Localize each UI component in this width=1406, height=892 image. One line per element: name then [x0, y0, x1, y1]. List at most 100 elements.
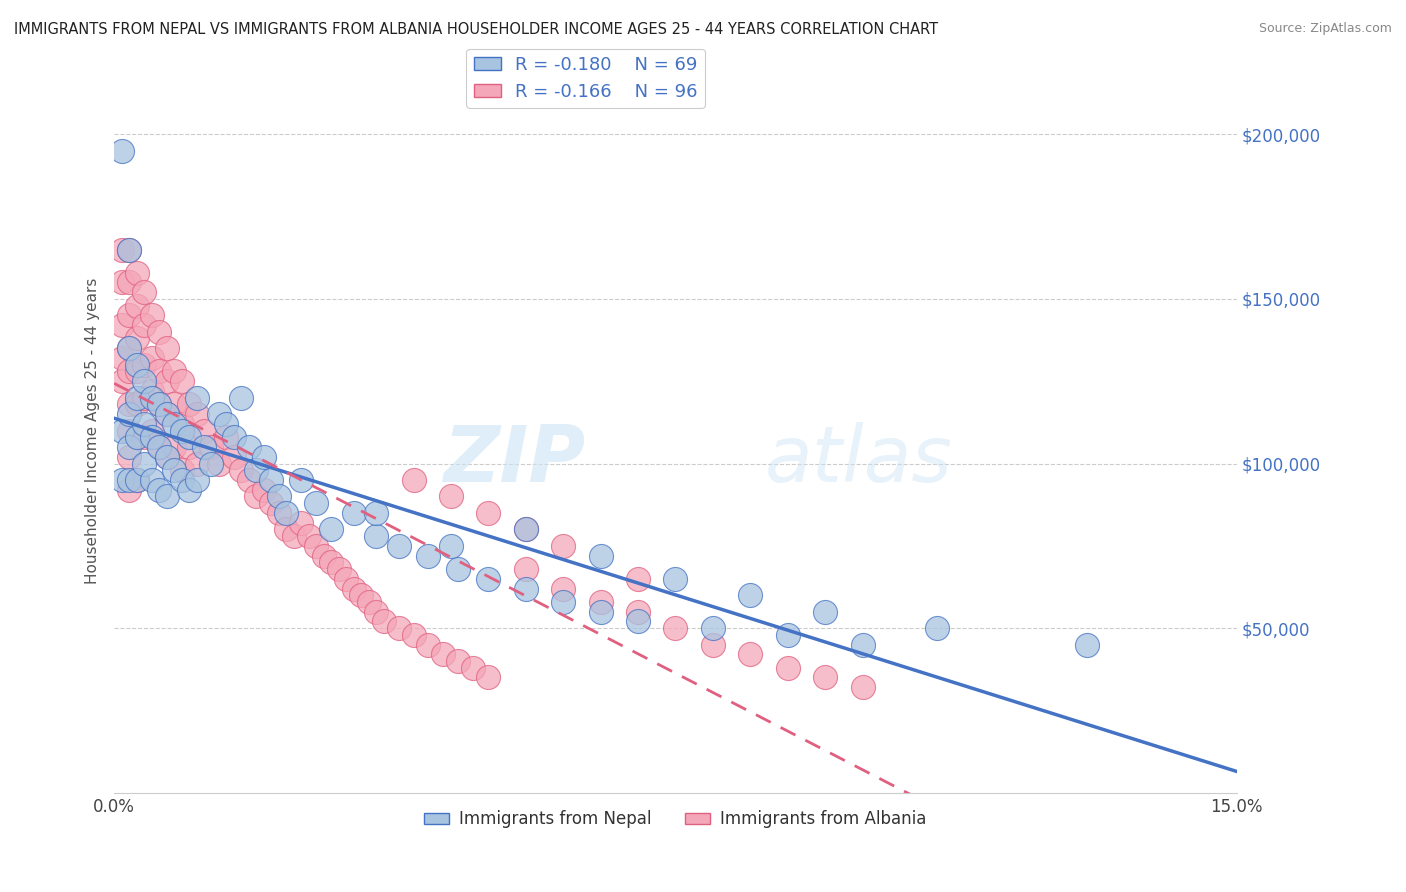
Point — [111, 243, 134, 257]
Point — [141, 384, 163, 398]
Point — [245, 490, 267, 504]
Point — [125, 358, 148, 372]
Point — [387, 539, 409, 553]
Point — [134, 318, 156, 333]
Point — [125, 391, 148, 405]
Point — [118, 243, 141, 257]
Point — [740, 648, 762, 662]
Text: IMMIGRANTS FROM NEPAL VS IMMIGRANTS FROM ALBANIA HOUSEHOLDER INCOME AGES 25 - 44: IMMIGRANTS FROM NEPAL VS IMMIGRANTS FROM… — [14, 22, 938, 37]
Point — [463, 660, 485, 674]
Point — [515, 562, 537, 576]
Point — [155, 450, 177, 464]
Point — [148, 483, 170, 497]
Point — [1076, 638, 1098, 652]
Point — [664, 572, 686, 586]
Point — [155, 407, 177, 421]
Point — [321, 522, 343, 536]
Point — [125, 430, 148, 444]
Point — [148, 325, 170, 339]
Point — [350, 588, 373, 602]
Point — [290, 473, 312, 487]
Point — [200, 457, 222, 471]
Point — [298, 529, 321, 543]
Point — [118, 407, 141, 421]
Point — [111, 473, 134, 487]
Point — [134, 417, 156, 431]
Point — [125, 364, 148, 378]
Y-axis label: Householder Income Ages 25 - 44 years: Householder Income Ages 25 - 44 years — [86, 277, 100, 583]
Text: Source: ZipAtlas.com: Source: ZipAtlas.com — [1258, 22, 1392, 36]
Point — [163, 463, 186, 477]
Point — [238, 440, 260, 454]
Point — [477, 506, 499, 520]
Point — [664, 621, 686, 635]
Point — [134, 457, 156, 471]
Point — [148, 397, 170, 411]
Point — [177, 397, 200, 411]
Point — [125, 266, 148, 280]
Point — [170, 424, 193, 438]
Point — [148, 364, 170, 378]
Point — [553, 539, 575, 553]
Point — [305, 539, 328, 553]
Point — [148, 397, 170, 411]
Point — [305, 496, 328, 510]
Point — [118, 364, 141, 378]
Point — [155, 407, 177, 421]
Point — [589, 605, 612, 619]
Point — [245, 463, 267, 477]
Point — [200, 440, 222, 454]
Point — [776, 628, 799, 642]
Point — [553, 595, 575, 609]
Point — [267, 490, 290, 504]
Point — [515, 582, 537, 596]
Point — [155, 450, 177, 464]
Point — [402, 628, 425, 642]
Point — [125, 331, 148, 345]
Point — [814, 605, 837, 619]
Point — [177, 440, 200, 454]
Point — [208, 407, 231, 421]
Point — [111, 276, 134, 290]
Point — [170, 374, 193, 388]
Point — [208, 457, 231, 471]
Text: atlas: atlas — [765, 422, 953, 498]
Point — [222, 450, 245, 464]
Point — [589, 595, 612, 609]
Point — [702, 621, 724, 635]
Point — [111, 318, 134, 333]
Point — [186, 457, 208, 471]
Point — [515, 522, 537, 536]
Point — [283, 529, 305, 543]
Point — [432, 648, 454, 662]
Point — [627, 615, 650, 629]
Point — [418, 549, 440, 563]
Point — [163, 440, 186, 454]
Point — [357, 595, 380, 609]
Point — [141, 351, 163, 366]
Point — [222, 430, 245, 444]
Legend: Immigrants from Nepal, Immigrants from Albania: Immigrants from Nepal, Immigrants from A… — [418, 804, 934, 835]
Point — [851, 638, 873, 652]
Point — [134, 285, 156, 300]
Point — [253, 483, 276, 497]
Point — [627, 605, 650, 619]
Point — [118, 473, 141, 487]
Point — [141, 430, 163, 444]
Point — [440, 490, 463, 504]
Point — [343, 582, 366, 596]
Point — [260, 496, 283, 510]
Point — [118, 440, 141, 454]
Point — [141, 391, 163, 405]
Point — [477, 572, 499, 586]
Point — [134, 358, 156, 372]
Point — [776, 660, 799, 674]
Point — [163, 417, 186, 431]
Point — [231, 391, 253, 405]
Point — [276, 522, 298, 536]
Point — [440, 539, 463, 553]
Point — [118, 341, 141, 355]
Point — [447, 562, 470, 576]
Point — [125, 473, 148, 487]
Point — [170, 417, 193, 431]
